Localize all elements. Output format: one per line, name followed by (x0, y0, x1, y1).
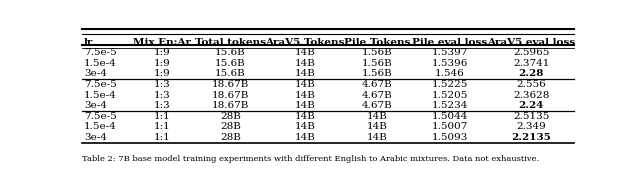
Text: Table 2: 7B base model training experiments with different English to Arabic mix: Table 2: 7B base model training experime… (83, 155, 540, 163)
Text: 14B: 14B (366, 112, 387, 121)
Text: 1.5e-4: 1.5e-4 (84, 59, 116, 68)
Text: 14B: 14B (295, 48, 316, 57)
Text: 14B: 14B (295, 122, 316, 131)
Text: 2.3741: 2.3741 (513, 59, 549, 68)
Text: 1:1: 1:1 (154, 112, 170, 121)
Text: 1:1: 1:1 (154, 122, 170, 131)
Text: 4.67B: 4.67B (362, 80, 392, 89)
Text: 2.5135: 2.5135 (513, 112, 549, 121)
Text: 1.5396: 1.5396 (432, 59, 468, 68)
Text: 14B: 14B (295, 133, 316, 142)
Text: 1.5093: 1.5093 (432, 133, 468, 142)
Text: 18.67B: 18.67B (212, 80, 249, 89)
Text: AraV5 Tokens: AraV5 Tokens (266, 37, 345, 47)
Text: 1.546: 1.546 (435, 69, 465, 78)
Text: 1.5007: 1.5007 (432, 122, 468, 131)
Text: 1:9: 1:9 (154, 69, 170, 78)
Text: 14B: 14B (295, 59, 316, 68)
Text: 28B: 28B (220, 122, 241, 131)
Text: 7.5e-5: 7.5e-5 (84, 48, 116, 57)
Text: 1.56B: 1.56B (362, 59, 392, 68)
Text: Total tokens: Total tokens (195, 37, 266, 47)
Text: 1.5397: 1.5397 (432, 48, 468, 57)
Text: 1:3: 1:3 (154, 91, 170, 100)
Text: 7.5e-5: 7.5e-5 (84, 80, 116, 89)
Text: 2.28: 2.28 (518, 69, 544, 78)
Text: 3e-4: 3e-4 (84, 101, 107, 110)
Text: 7.5e-5: 7.5e-5 (84, 112, 116, 121)
Text: 14B: 14B (295, 101, 316, 110)
Text: 2.3628: 2.3628 (513, 91, 549, 100)
Text: 2.349: 2.349 (516, 122, 546, 131)
Text: 1.56B: 1.56B (362, 48, 392, 57)
Text: 2.24: 2.24 (518, 101, 544, 110)
Text: 14B: 14B (366, 133, 387, 142)
Text: Mix En:Ar: Mix En:Ar (133, 37, 191, 47)
Text: 2.5965: 2.5965 (513, 48, 549, 57)
Text: Pile eval loss: Pile eval loss (412, 37, 488, 47)
Text: 14B: 14B (295, 69, 316, 78)
Text: 1:3: 1:3 (154, 80, 170, 89)
Text: 14B: 14B (366, 122, 387, 131)
Text: 1:1: 1:1 (154, 133, 170, 142)
Text: 28B: 28B (220, 133, 241, 142)
Text: 28B: 28B (220, 112, 241, 121)
Text: 3e-4: 3e-4 (84, 69, 107, 78)
Text: 1:9: 1:9 (154, 59, 170, 68)
Text: 14B: 14B (295, 80, 316, 89)
Text: 1:3: 1:3 (154, 101, 170, 110)
Text: 3e-4: 3e-4 (84, 133, 107, 142)
Text: 18.67B: 18.67B (212, 101, 249, 110)
Text: 15.6B: 15.6B (215, 69, 246, 78)
Text: AraV5 eval loss: AraV5 eval loss (487, 37, 575, 47)
Text: 15.6B: 15.6B (215, 59, 246, 68)
Text: 1.5044: 1.5044 (432, 112, 468, 121)
Text: 14B: 14B (295, 112, 316, 121)
Text: lr: lr (84, 37, 93, 47)
Text: 15.6B: 15.6B (215, 48, 246, 57)
Text: 1.5e-4: 1.5e-4 (84, 122, 116, 131)
Text: 18.67B: 18.67B (212, 91, 249, 100)
Text: 1.5234: 1.5234 (432, 101, 468, 110)
Text: 1:9: 1:9 (154, 48, 170, 57)
Text: 2.2135: 2.2135 (511, 133, 551, 142)
Text: 4.67B: 4.67B (362, 91, 392, 100)
Text: 1.5225: 1.5225 (432, 80, 468, 89)
Text: 1.56B: 1.56B (362, 69, 392, 78)
Text: 1.5e-4: 1.5e-4 (84, 91, 116, 100)
Text: 2.556: 2.556 (516, 80, 546, 89)
Text: 4.67B: 4.67B (362, 101, 392, 110)
Text: 14B: 14B (295, 91, 316, 100)
Text: 1.5205: 1.5205 (432, 91, 468, 100)
Text: Pile Tokens: Pile Tokens (344, 37, 410, 47)
